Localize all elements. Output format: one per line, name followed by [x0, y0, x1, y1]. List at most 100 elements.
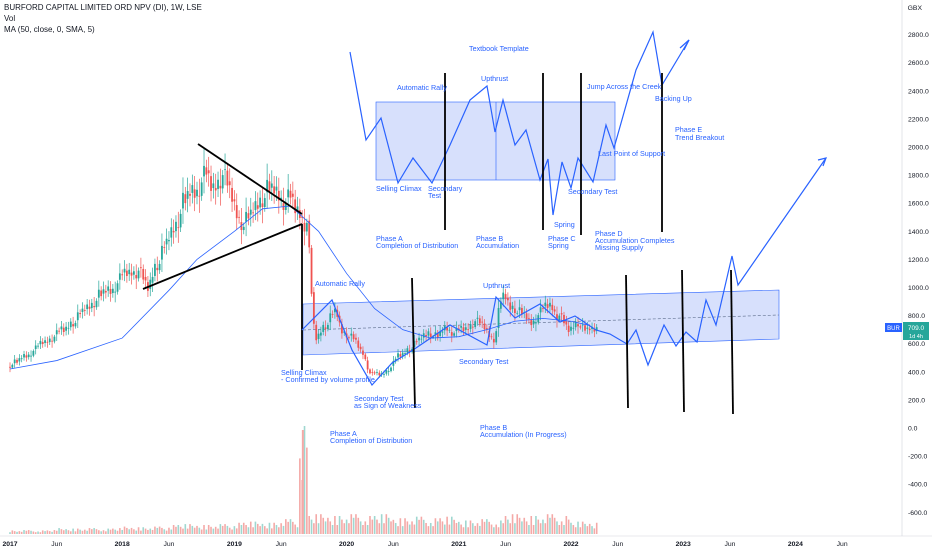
- volume-bar: [287, 521, 289, 534]
- price-tag-value: 709.0: [908, 325, 925, 332]
- candle-body: [135, 275, 138, 279]
- candle-body: [111, 288, 114, 294]
- candle-body: [467, 329, 470, 331]
- current-phase-line-2[interactable]: [625, 274, 629, 409]
- candle-body: [32, 350, 35, 356]
- volume-bar: [289, 519, 292, 534]
- volume-bar: [546, 514, 549, 534]
- volume-bar: [481, 519, 483, 534]
- volume-bar: [565, 516, 568, 534]
- candle-body: [137, 270, 140, 279]
- candle-body: [25, 355, 28, 358]
- candle-body: [128, 269, 131, 275]
- candle-body: [312, 292, 315, 324]
- trading-range-channel[interactable]: [302, 289, 780, 356]
- ma-50-line: [9, 205, 590, 370]
- current-phase-line-1[interactable]: [411, 277, 416, 409]
- projection-path[interactable]: [301, 157, 827, 387]
- annotation-text: Automatic Rally: [397, 83, 447, 92]
- candle-body: [427, 331, 430, 336]
- current-phase-line-3[interactable]: [681, 269, 685, 413]
- volume-bar: [252, 527, 254, 534]
- y-tick-label: 1000.0: [908, 285, 929, 292]
- candle-body: [310, 247, 313, 294]
- y-tick-label: 2800.0: [908, 32, 929, 39]
- candle-body: [469, 324, 472, 329]
- volume-bar: [271, 528, 273, 534]
- candle-body: [270, 183, 273, 188]
- volume-bar: [507, 519, 509, 534]
- candle-body: [186, 191, 189, 199]
- volume-bar: [74, 531, 77, 534]
- volume-bar: [67, 530, 70, 534]
- volume-bar: [418, 519, 420, 534]
- candle-body: [535, 322, 537, 324]
- volume-bar: [441, 521, 444, 534]
- volume-bar: [343, 523, 346, 534]
- volume-bar: [516, 514, 519, 534]
- candle-body: [497, 307, 500, 328]
- volume-bar: [453, 519, 455, 534]
- candle-body: [495, 331, 498, 343]
- x-tick-label: 2024: [788, 541, 803, 548]
- volume-bar: [355, 514, 357, 534]
- annotation-text: Phase C: [548, 234, 576, 243]
- volume-bar: [450, 516, 453, 534]
- candle-body: [97, 289, 100, 298]
- volume-bar: [102, 530, 105, 534]
- triangle-lower-trendline[interactable]: [142, 223, 303, 290]
- template-range-zone[interactable]: [375, 101, 616, 181]
- candle-body: [476, 317, 479, 319]
- candle-body: [177, 227, 180, 229]
- volume-bar: [263, 526, 266, 534]
- candle-body: [294, 199, 297, 214]
- candle-body: [357, 340, 360, 348]
- candle-body: [436, 332, 439, 338]
- symbol-tag-text: BUR: [887, 326, 900, 332]
- candle-body: [584, 325, 586, 331]
- candle-body: [30, 355, 32, 357]
- volume-bar: [161, 527, 163, 534]
- volume-bar: [383, 523, 385, 534]
- volume-bar: [140, 530, 142, 534]
- volume-bar: [535, 516, 537, 534]
- volume-bar: [385, 514, 388, 534]
- candle-body: [254, 201, 257, 211]
- candle-body: [170, 227, 173, 238]
- volume-bar: [154, 526, 156, 534]
- candle-body: [200, 182, 203, 196]
- volume-bar: [537, 519, 540, 534]
- candle-body: [23, 354, 25, 358]
- volume-bar: [366, 525, 369, 534]
- annotation-text: Phase D: [595, 229, 623, 238]
- candle-body: [570, 326, 572, 331]
- volume-bar: [469, 520, 472, 534]
- annotation-text: Automatic Rally: [315, 279, 365, 288]
- candle-body: [549, 302, 551, 307]
- candle-body: [481, 321, 484, 323]
- volume-bar: [317, 523, 320, 534]
- candle-body: [39, 340, 42, 345]
- volume-bar: [320, 514, 322, 534]
- textbook-template-path[interactable]: [349, 29, 690, 216]
- current-phase-line-4[interactable]: [730, 269, 734, 415]
- triangle-upper-trendline[interactable]: [197, 143, 303, 215]
- x-tick-label: Jun: [51, 541, 62, 548]
- candle-body: [44, 340, 46, 343]
- volume-bar: [16, 531, 18, 534]
- volume-bar: [401, 526, 404, 534]
- candle-body: [142, 268, 145, 280]
- volume-bar: [72, 528, 74, 534]
- candle-body: [65, 326, 67, 331]
- candle-body: [434, 332, 437, 335]
- volume-bar: [226, 525, 229, 534]
- volume-bar: [191, 525, 194, 534]
- x-tick-label: 2021: [451, 541, 466, 548]
- candle-body: [408, 350, 411, 352]
- volume-bar: [425, 522, 427, 534]
- volume-bar: [357, 517, 360, 534]
- volume-bar: [46, 530, 49, 534]
- y-tick-label: 2400.0: [908, 88, 929, 95]
- candle-body: [406, 348, 409, 353]
